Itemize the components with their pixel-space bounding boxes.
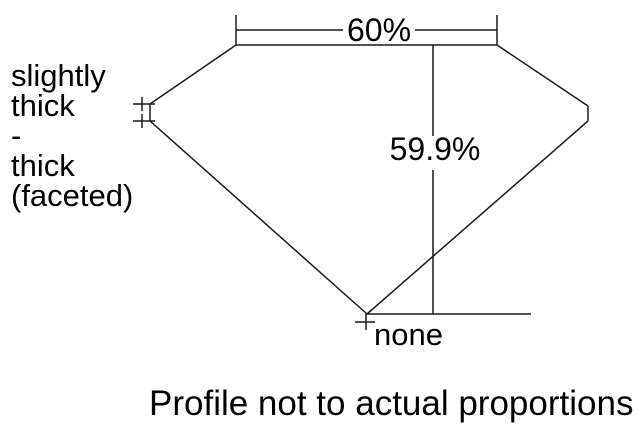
culet-label: none: [374, 317, 443, 352]
crown-right-line: [496, 44, 589, 107]
depth-percent-label: 59.9%: [389, 131, 481, 167]
pavilion-right-line: [366, 120, 589, 315]
crown-left-line: [149, 44, 237, 105]
table-percent-label: 60%: [346, 12, 412, 48]
pavilion-left-line: [149, 120, 368, 315]
footnote-label: Profile not to actual proportions: [149, 384, 634, 423]
girdle-thickness-label: slightly thick - thick (faceted): [11, 58, 134, 213]
